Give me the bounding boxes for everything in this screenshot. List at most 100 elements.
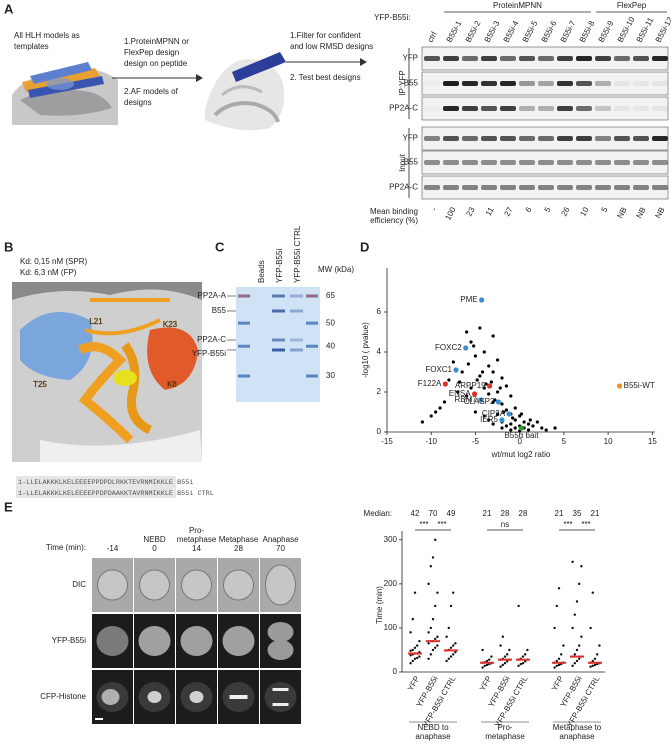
- point: [504, 424, 509, 428]
- kd: Kd: 6,3 nM (FP): [20, 268, 77, 277]
- efficiency-value: 5: [600, 205, 610, 214]
- band: [652, 106, 668, 111]
- band: [481, 136, 497, 141]
- dot: [591, 664, 594, 668]
- x-tick-label: -5: [472, 437, 480, 446]
- point: [469, 340, 473, 344]
- lane-label: B55i-7: [559, 19, 578, 44]
- dot: [589, 665, 592, 668]
- dot: [481, 666, 484, 669]
- residue-label: K8: [167, 380, 177, 389]
- band: [614, 136, 630, 141]
- gel-band: [290, 348, 303, 352]
- median-value: 21: [591, 509, 600, 518]
- point-label: PME: [460, 295, 477, 304]
- caption: All HLH models as: [14, 31, 80, 40]
- protein-model-2: [205, 52, 286, 131]
- marker-band: [238, 294, 250, 298]
- cell: [138, 626, 171, 656]
- band: [538, 160, 554, 165]
- dot: [501, 635, 504, 638]
- x-tick-label: 15: [648, 437, 657, 446]
- lane-label: YFP-B55i CTRL: [293, 225, 302, 283]
- band: [500, 106, 516, 111]
- group-label: Pro-: [497, 723, 512, 732]
- time-label: Time (min):: [46, 543, 86, 552]
- highlight-point: [478, 397, 484, 403]
- point: [544, 428, 548, 432]
- point: [522, 420, 526, 424]
- point-label: ENSA: [449, 389, 471, 398]
- highlight-point: [442, 381, 448, 387]
- dot: [427, 657, 430, 660]
- dot: [575, 648, 579, 652]
- mw-tick-label: 65: [326, 291, 335, 300]
- dot: [519, 662, 522, 666]
- chromosomes: [229, 695, 248, 699]
- median-value: 28: [501, 509, 510, 518]
- median-value: 70: [429, 509, 438, 518]
- lane-label: B55i-1: [445, 19, 464, 44]
- caption: 2.AF models of: [124, 87, 179, 96]
- point-label: B55α bait: [504, 431, 539, 440]
- dot: [409, 631, 412, 634]
- efficiency-value: 5: [543, 205, 553, 214]
- dot: [526, 648, 529, 652]
- band: [519, 56, 535, 61]
- lane-label: B55i-2: [464, 19, 483, 44]
- dot: [454, 650, 457, 654]
- point: [442, 400, 447, 404]
- nucleus: [101, 689, 120, 705]
- dot: [429, 565, 432, 568]
- band: [614, 56, 630, 61]
- band: [424, 81, 440, 86]
- dot: [431, 648, 435, 652]
- dot: [508, 648, 511, 652]
- x-tick-label: 0: [517, 437, 522, 446]
- lane-label: ctrl: [426, 30, 439, 44]
- highlight-point: [518, 425, 525, 431]
- band: [595, 56, 611, 61]
- caption: 2. Test best designs: [290, 73, 361, 82]
- row-label: PP2A-C: [389, 104, 418, 113]
- band: [652, 56, 668, 61]
- y-tick-label: 2: [377, 387, 382, 396]
- time-value: 0: [152, 544, 157, 553]
- mw-label: MW (kDa): [318, 265, 354, 274]
- dot: [431, 617, 435, 621]
- band: [538, 56, 554, 61]
- point-label: IER5: [480, 415, 498, 424]
- dot: [434, 646, 437, 649]
- marker-band: [238, 344, 250, 348]
- panel-label: E: [4, 499, 13, 514]
- dot: [481, 648, 484, 652]
- residue-label: T25: [33, 380, 47, 389]
- marker-band: [306, 321, 318, 325]
- blot-strip: [421, 96, 669, 121]
- panel-label: D: [360, 239, 369, 254]
- x-tick-label: YFP: [478, 675, 494, 693]
- dot: [524, 653, 527, 656]
- group-label: anaphase: [559, 732, 595, 741]
- dot: [591, 659, 594, 663]
- dot: [589, 626, 592, 630]
- gel-band: [272, 294, 285, 298]
- point-label: RBM7: [455, 395, 478, 404]
- band: [538, 136, 554, 141]
- row-label: YFP: [402, 134, 418, 143]
- row-label: YFP: [402, 54, 418, 63]
- band: [652, 81, 668, 86]
- highlight-point: [495, 399, 502, 405]
- highlight-point: [453, 367, 459, 373]
- band: [443, 160, 459, 165]
- point: [447, 378, 451, 382]
- highlight-point: [506, 411, 512, 417]
- band: [538, 81, 554, 86]
- point: [531, 424, 535, 428]
- point: [434, 410, 438, 414]
- band: [500, 160, 516, 165]
- band: [500, 185, 516, 190]
- blot-strip: [421, 150, 669, 175]
- significance: ns: [501, 520, 509, 529]
- band: [633, 185, 649, 190]
